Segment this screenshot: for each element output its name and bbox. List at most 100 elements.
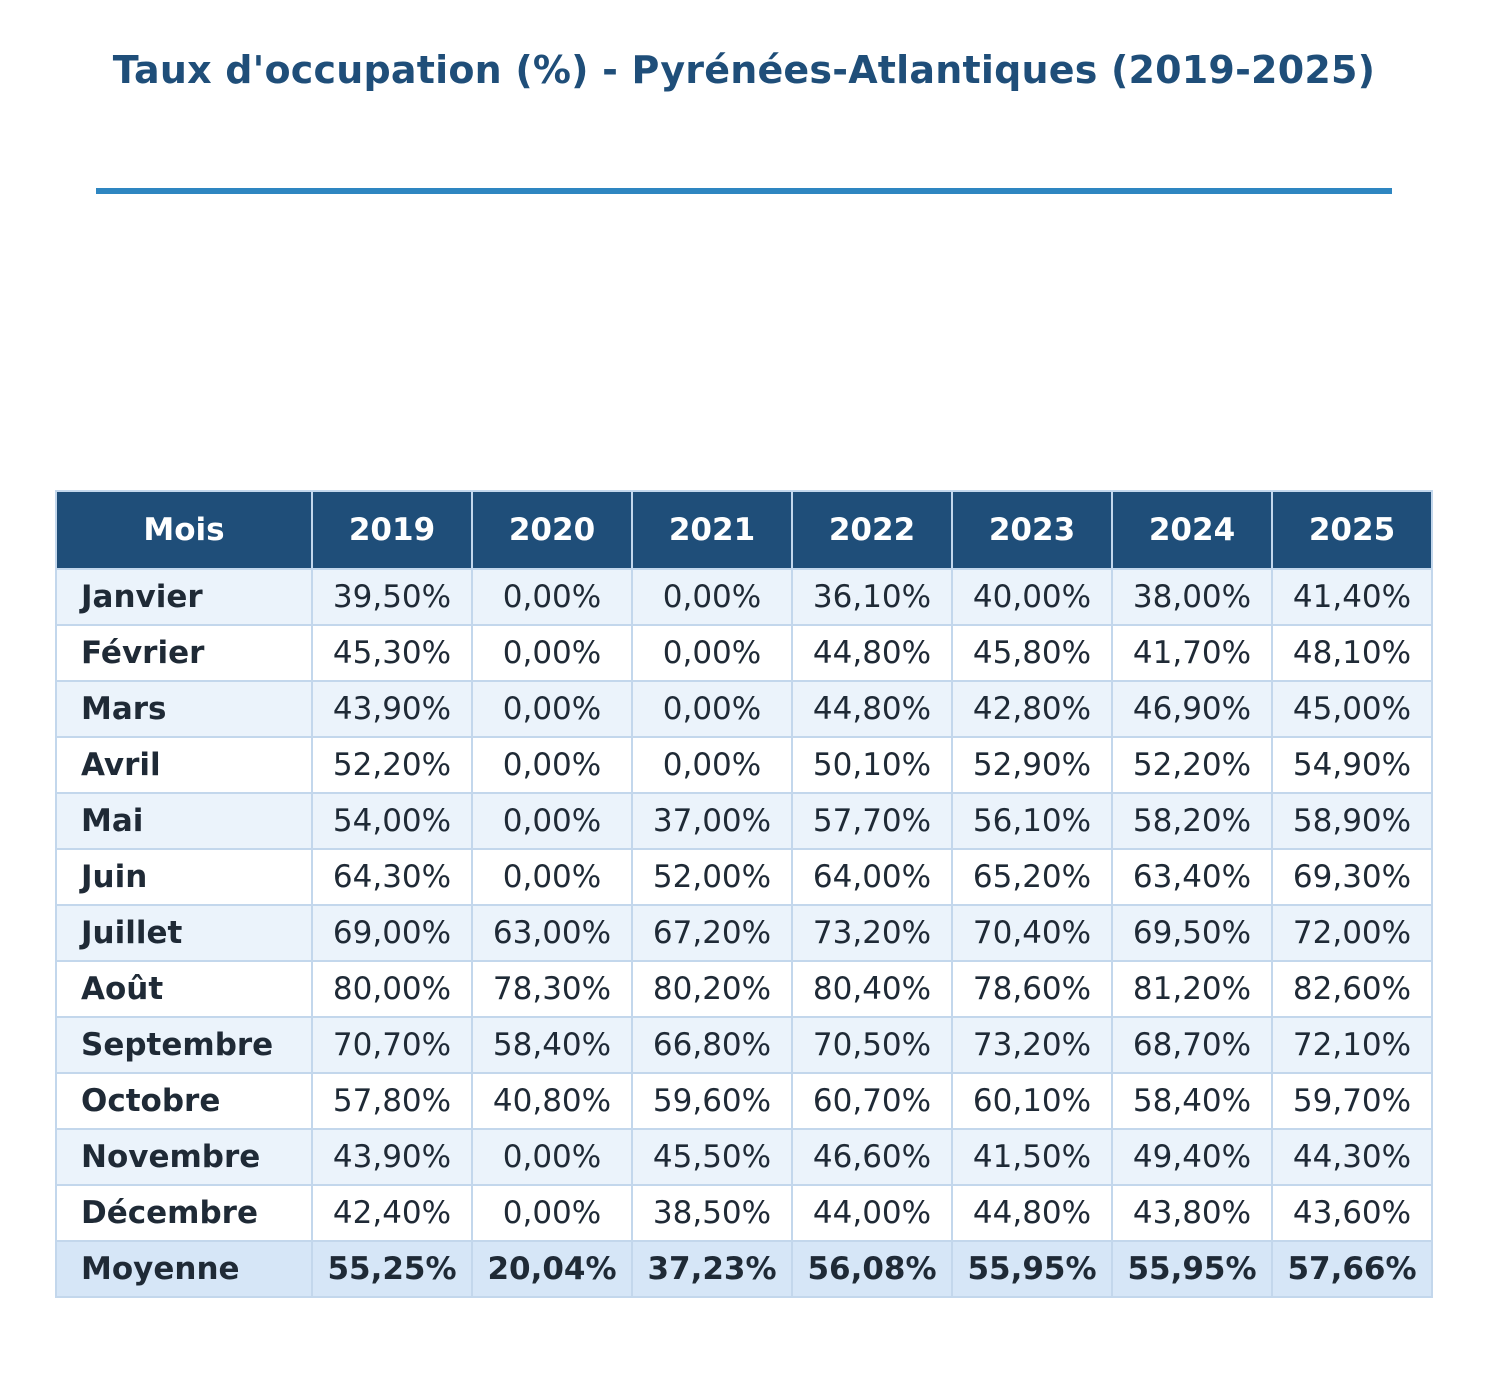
occupancy-cell: 0,00%	[631, 680, 793, 738]
occupancy-cell: 63,40%	[1111, 848, 1273, 906]
occupancy-cell: 70,70%	[311, 1016, 473, 1074]
average-cell: 55,95%	[951, 1240, 1113, 1298]
occupancy-cell: 70,50%	[791, 1016, 953, 1074]
chart-title: Taux d'occupation (%) - Pyrénées-Atlanti…	[112, 48, 1376, 92]
table-row: Novembre 43,90% 0,00% 45,50% 46,60% 41,50% 49,…	[55, 1128, 1433, 1186]
occupancy-cell: 0,00%	[471, 680, 633, 738]
occupancy-cell: 64,00%	[791, 848, 953, 906]
table-row: Février 45,30% 0,00% 0,00% 44,80% 45,80% 41,70…	[55, 624, 1433, 682]
table-row: Avril 52,20% 0,00% 0,00% 50,10% 52,90% 52,20% 5…	[55, 736, 1433, 794]
occupancy-cell: 46,60%	[791, 1128, 953, 1186]
month-label: Février	[55, 624, 313, 682]
occupancy-cell: 45,80%	[951, 624, 1113, 682]
occupancy-cell: 0,00%	[471, 736, 633, 794]
month-label: Octobre	[55, 1072, 313, 1130]
occupancy-cell: 41,40%	[1271, 568, 1433, 626]
occupancy-cell: 0,00%	[631, 736, 793, 794]
occupancy-cell: 57,70%	[791, 792, 953, 850]
occupancy-cell: 45,50%	[631, 1128, 793, 1186]
occupancy-cell: 54,90%	[1271, 736, 1433, 794]
occupancy-cell: 58,40%	[1111, 1072, 1273, 1130]
occupancy-cell: 72,00%	[1271, 904, 1433, 962]
occupancy-cell: 64,30%	[311, 848, 473, 906]
column-header-year: 2023	[951, 490, 1113, 570]
occupancy-cell: 82,60%	[1271, 960, 1433, 1018]
occupancy-cell: 52,20%	[1111, 736, 1273, 794]
column-header-year: 2022	[791, 490, 953, 570]
occupancy-cell: 52,20%	[311, 736, 473, 794]
occupancy-cell: 80,40%	[791, 960, 953, 1018]
month-label: Septembre	[55, 1016, 313, 1074]
occupancy-cell: 58,40%	[471, 1016, 633, 1074]
occupancy-cell: 44,80%	[791, 624, 953, 682]
occupancy-cell: 80,00%	[311, 960, 473, 1018]
month-label: Avril	[55, 736, 313, 794]
column-header-year: 2019	[311, 490, 473, 570]
occupancy-cell: 43,90%	[311, 680, 473, 738]
occupancy-cell: 45,30%	[311, 624, 473, 682]
table-row: Décembre 42,40% 0,00% 38,50% 44,00% 44,80% 43,…	[55, 1184, 1433, 1242]
occupancy-cell: 37,00%	[631, 792, 793, 850]
occupancy-cell: 0,00%	[471, 792, 633, 850]
occupancy-cell: 0,00%	[471, 1128, 633, 1186]
occupancy-cell: 42,80%	[951, 680, 1113, 738]
occupancy-cell: 44,30%	[1271, 1128, 1433, 1186]
table-row: Août 80,00% 78,30% 80,20% 80,40% 78,60% 81,20%…	[55, 960, 1433, 1018]
occupancy-cell: 39,50%	[311, 568, 473, 626]
occupancy-cell: 38,50%	[631, 1184, 793, 1242]
table-row: Juin 64,30% 0,00% 52,00% 64,00% 65,20% 63,40% 6…	[55, 848, 1433, 906]
average-cell: 20,04%	[471, 1240, 633, 1298]
occupancy-cell: 69,30%	[1271, 848, 1433, 906]
occupancy-cell: 43,60%	[1271, 1184, 1433, 1242]
month-label: Mai	[55, 792, 313, 850]
month-label: Mars	[55, 680, 313, 738]
occupancy-cell: 81,20%	[1111, 960, 1273, 1018]
occupancy-cell: 0,00%	[471, 1184, 633, 1242]
occupancy-cell: 48,10%	[1271, 624, 1433, 682]
occupancy-cell: 44,80%	[951, 1184, 1113, 1242]
title-divider	[96, 188, 1392, 194]
occupancy-cell: 80,20%	[631, 960, 793, 1018]
occupancy-cell: 52,90%	[951, 736, 1113, 794]
occupancy-cell: 78,60%	[951, 960, 1113, 1018]
occupancy-table: Mois 2019 2020 2021 2022 2023 2024 2025 Janvier…	[55, 490, 1433, 1298]
occupancy-cell: 56,10%	[951, 792, 1113, 850]
occupancy-cell: 40,00%	[951, 568, 1113, 626]
occupancy-cell: 54,00%	[311, 792, 473, 850]
month-label: Juin	[55, 848, 313, 906]
occupancy-cell: 59,70%	[1271, 1072, 1433, 1130]
table-row: Octobre 57,80% 40,80% 59,60% 60,70% 60,10% 58,…	[55, 1072, 1433, 1130]
column-header-year: 2025	[1271, 490, 1433, 570]
occupancy-cell: 44,00%	[791, 1184, 953, 1242]
occupancy-cell: 59,60%	[631, 1072, 793, 1130]
occupancy-cell: 46,90%	[1111, 680, 1273, 738]
average-row: Moyenne 55,25% 20,04% 37,23% 56,08% 55,95% 55,…	[55, 1240, 1433, 1298]
average-cell: 55,25%	[311, 1240, 473, 1298]
occupancy-cell: 42,40%	[311, 1184, 473, 1242]
column-header-year: 2020	[471, 490, 633, 570]
month-label: Juillet	[55, 904, 313, 962]
column-header-year: 2024	[1111, 490, 1273, 570]
column-header-month: Mois	[55, 490, 313, 570]
occupancy-cell: 78,30%	[471, 960, 633, 1018]
average-cell: 37,23%	[631, 1240, 793, 1298]
table-row: Mars 43,90% 0,00% 0,00% 44,80% 42,80% 46,90% 45…	[55, 680, 1433, 738]
occupancy-cell: 50,10%	[791, 736, 953, 794]
average-label: Moyenne	[55, 1240, 313, 1298]
occupancy-cell: 73,20%	[951, 1016, 1113, 1074]
occupancy-cell: 73,20%	[791, 904, 953, 962]
table-header-row: Mois 2019 2020 2021 2022 2023 2024 2025	[55, 490, 1433, 570]
month-label: Décembre	[55, 1184, 313, 1242]
occupancy-cell: 40,80%	[471, 1072, 633, 1130]
occupancy-cell: 65,20%	[951, 848, 1113, 906]
average-cell: 57,66%	[1271, 1240, 1433, 1298]
occupancy-cell: 52,00%	[631, 848, 793, 906]
occupancy-cell: 60,70%	[791, 1072, 953, 1130]
occupancy-cell: 49,40%	[1111, 1128, 1273, 1186]
occupancy-cell: 43,80%	[1111, 1184, 1273, 1242]
occupancy-cell: 0,00%	[471, 568, 633, 626]
occupancy-cell: 0,00%	[471, 624, 633, 682]
table-row: Janvier 39,50% 0,00% 0,00% 36,10% 40,00% 38,00…	[55, 568, 1433, 626]
occupancy-cell: 69,00%	[311, 904, 473, 962]
table-row: Septembre 70,70% 58,40% 66,80% 70,50% 73,20% 6…	[55, 1016, 1433, 1074]
